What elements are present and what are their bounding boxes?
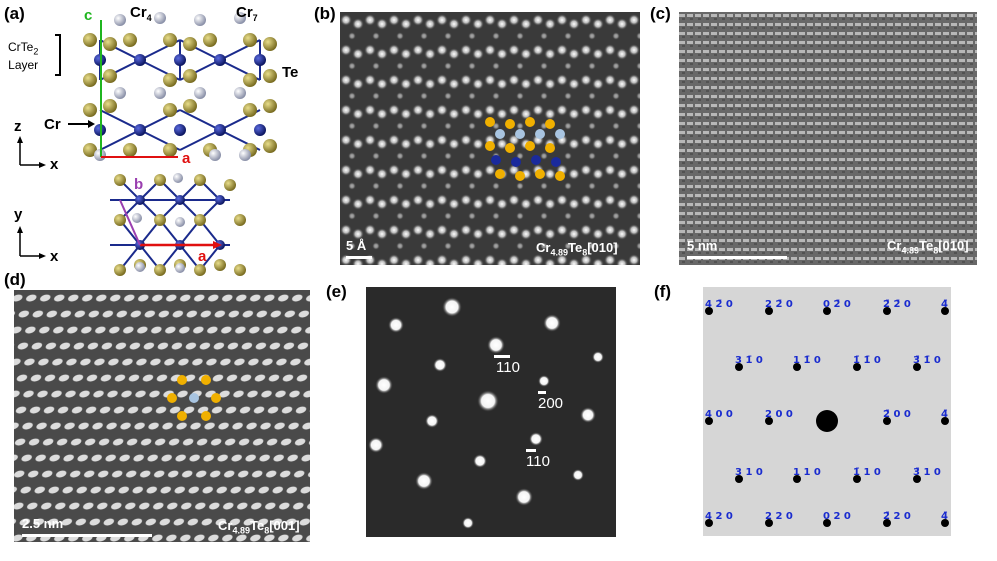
b-axis-hex xyxy=(119,199,141,246)
spot-110b-label: 110 xyxy=(526,453,550,470)
panel-b-label: (b) xyxy=(314,4,336,23)
index-r4-4: 4̄ xyxy=(941,511,948,522)
spot-110-tick xyxy=(494,355,510,358)
cr7-label: Cr7 xyxy=(236,4,258,23)
index-r4-1: 2 2 0 xyxy=(765,511,793,522)
scale-label-b: 5 Å xyxy=(346,238,367,253)
panel-d-label: (d) xyxy=(4,270,26,289)
panel-a-label: (a) xyxy=(4,4,25,23)
hex-lattice-bonds xyxy=(110,179,230,271)
atom-overlay-d xyxy=(167,375,221,421)
scale-bar-b xyxy=(346,256,372,259)
index-r1-0: 3 1̄ 0 xyxy=(735,355,763,366)
panel-c-label: (c) xyxy=(650,4,671,23)
a-axis-label-hex: a xyxy=(198,248,207,265)
crystal-structure-diagram xyxy=(0,0,320,285)
index-r4-3: 2̄ 2 0 xyxy=(883,511,911,522)
index-r0-3: 2̄ 2̄ 0 xyxy=(883,299,911,310)
atom-overlay xyxy=(485,117,565,181)
b-axis-label: b xyxy=(134,176,144,193)
diffraction-pattern-simulated: 4 2̄ 0 2 2̄ 0 0 2̄ 0 2̄ 2̄ 0 4̄ 3 1̄ 0 1… xyxy=(703,287,951,536)
te-atoms-hex xyxy=(114,174,246,276)
index-r2-1: 2 0 0 xyxy=(765,409,793,420)
stem-image-010: 5 Å Cr4.89Te8[010] xyxy=(340,12,640,265)
x-axis-label-2: x xyxy=(50,248,59,265)
scale-bar-c xyxy=(687,256,787,259)
index-r3-3: 3̄ 1 0 xyxy=(913,467,941,478)
hrtem-image-010: 5 nm Cr4.89Te8[010] xyxy=(679,12,977,265)
index-r0-1: 2 2̄ 0 xyxy=(765,299,793,310)
spot-200-label: 200 xyxy=(538,395,564,412)
formula-c: Cr4.89Te8[010] xyxy=(887,238,969,256)
index-r1-3: 3̄ 1̄ 0 xyxy=(913,355,941,366)
index-r3-0: 3 1 0 xyxy=(735,467,763,478)
index-r4-2: 0 2 0 xyxy=(823,511,851,522)
index-r0-0: 4 2̄ 0 xyxy=(705,299,733,310)
index-r3-1: 1 1 0 xyxy=(793,467,821,478)
cr-intercalated-hex xyxy=(132,173,185,273)
formula-d: Cr4.89Te8[001] xyxy=(218,518,300,536)
index-r0-4: 4̄ xyxy=(941,299,948,310)
index-r1-2: 1̄ 1̄ 0 xyxy=(853,355,881,366)
cr4-label: Cr4 xyxy=(130,4,152,23)
index-r4-0: 4 2 0 xyxy=(705,511,733,522)
spot-110b-tick xyxy=(526,449,536,452)
panel-e-label: (e) xyxy=(326,282,347,301)
spot-200-tick xyxy=(538,391,546,394)
index-r2-0: 4 0 0 xyxy=(705,409,733,420)
index-r2-2: 2̄ 0 0 xyxy=(883,409,911,420)
panel-f-label: (f) xyxy=(654,282,671,301)
x-axis-label-1: x xyxy=(50,156,59,173)
index-r0-2: 0 2̄ 0 xyxy=(823,299,851,310)
layer-bracket xyxy=(55,34,61,76)
te-atoms-upper xyxy=(83,33,277,157)
index-r1-1: 1 1̄ 0 xyxy=(793,355,821,366)
diffraction-spots xyxy=(368,297,604,529)
scale-label-c: 5 nm xyxy=(687,238,718,253)
sim-spots xyxy=(705,307,949,527)
spot-110-label: 110 xyxy=(496,359,520,376)
cr-label: Cr xyxy=(44,116,61,133)
hrtem-image-001: 2.5 nm Cr4.89Te8[001] xyxy=(14,290,310,542)
formula-b: Cr4.89Te8[010] xyxy=(536,240,618,258)
te-label: Te xyxy=(282,64,299,81)
index-r3-2: 1̄ 1 0 xyxy=(853,467,881,478)
y-axis-label: y xyxy=(14,206,23,223)
diffraction-pattern-experimental: 110 200 110 xyxy=(366,287,616,537)
crte2-layer-label: CrTe2 Layer xyxy=(8,40,39,73)
index-r2-3: 4̄ xyxy=(941,409,948,420)
c-axis-label: c xyxy=(84,7,93,24)
scale-label-d: 2.5 nm xyxy=(22,516,64,531)
scale-bar-d xyxy=(22,534,152,537)
cr-atoms-layer xyxy=(94,54,266,136)
a-axis-label: a xyxy=(182,150,191,167)
z-axis-label: z xyxy=(14,118,22,135)
